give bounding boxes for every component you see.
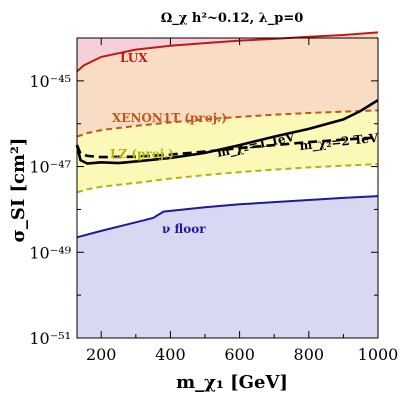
x-axis-title: m_χ₁ [GeV]	[176, 372, 288, 393]
axis-ticks: 200 400 600 800 1000 10⁻⁴⁵ 10⁻⁴⁷ 10⁻⁴⁹ 10⁻⁵¹	[29, 37, 399, 364]
x-tick-label: 1000	[358, 345, 399, 364]
y-tick-label: 10⁻⁵¹	[29, 329, 71, 348]
y-tick-label: 10⁻⁴⁷	[29, 158, 71, 177]
x-tick-label: 400	[155, 345, 186, 364]
x-tick-label: 600	[224, 345, 255, 364]
series-line-lux	[76, 31, 379, 73]
region-lux	[77, 32, 378, 72]
curve-label-lz: LZ (proj.)	[110, 147, 174, 161]
plot-frame	[76, 37, 379, 339]
x-tick-label: 800	[294, 345, 325, 364]
series-line-nu	[76, 195, 379, 239]
exclusion-regions	[77, 32, 378, 338]
chart-title: Ω_χ h²~0.12, λ_p=0	[161, 11, 304, 26]
curve-label-xenon: XENON1T (proj.)	[112, 111, 227, 125]
series-line-lz	[76, 163, 379, 194]
series-line-m2_2tev	[75, 136, 379, 159]
y-tick-label: 10⁻⁴⁵	[29, 72, 71, 91]
curve-label-lux: LUX	[120, 51, 148, 65]
x-tick-label: 200	[86, 345, 117, 364]
series-line-xenon	[76, 109, 379, 138]
curve-label-nu: ν floor	[162, 222, 206, 236]
series-lines	[75, 31, 379, 239]
region-nu	[77, 196, 378, 338]
y-axis-title: σ_SI [cm²]	[8, 138, 29, 243]
y-tick-label: 10⁻⁴⁹	[29, 243, 71, 262]
series-line-m2_1tev	[75, 98, 379, 165]
region-xenon	[77, 32, 378, 137]
